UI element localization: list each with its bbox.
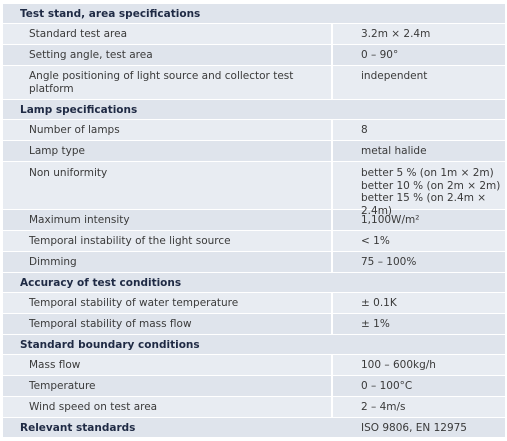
- value-line: better 5 % (on 1m × 2m): [361, 167, 494, 179]
- row-label: Temporal stability of water temperature: [3, 293, 333, 313]
- row-value: 100 – 600kg/h: [361, 359, 436, 371]
- row-value: 3.2m × 2.4m: [361, 28, 431, 40]
- row-label: Wind speed on test area: [3, 397, 333, 417]
- table-row: Angle positioning of light source and co…: [3, 66, 505, 100]
- row-label: Temporal stability of mass flow: [3, 314, 333, 334]
- section-header-boundary: Standard boundary conditions: [3, 335, 505, 355]
- table-row: Maximum intensity 1,100W/m²: [3, 210, 505, 231]
- row-label: Temporal instability of the light source: [3, 231, 333, 251]
- row-value: 0 – 100°C: [361, 380, 413, 392]
- row-label: Angle positioning of light source and co…: [3, 66, 333, 99]
- row-label: Temperature: [3, 376, 333, 396]
- value-line: better 15 % (on 2.4m × 2.4m): [361, 192, 487, 217]
- section-header-accuracy: Accuracy of test conditions: [3, 273, 505, 293]
- row-value: ± 1%: [361, 318, 390, 330]
- row-value: ± 0.1K: [361, 297, 397, 309]
- section-header-test-stand: Test stand, area specifications: [3, 4, 505, 24]
- row-label: Dimming: [3, 252, 333, 272]
- row-value: metal halide: [361, 145, 427, 157]
- row-value: < 1%: [361, 235, 390, 247]
- value-line: better 10 % (on 2m × 2m): [361, 179, 501, 192]
- row-value: 1,100W/m²: [361, 214, 420, 226]
- row-label: Setting angle, test area: [3, 45, 333, 65]
- table-row: Wind speed on test area 2 – 4m/s: [3, 397, 505, 418]
- row-label: Standard test area: [3, 24, 333, 44]
- table-row: Temporal instability of the light source…: [3, 231, 505, 252]
- row-label: Maximum intensity: [3, 210, 333, 230]
- table-row: Setting angle, test area 0 – 90°: [3, 45, 505, 66]
- table-row: Temporal stability of mass flow ± 1%: [3, 314, 505, 335]
- table-row: Number of lamps 8: [3, 120, 505, 141]
- row-value: 8: [361, 124, 368, 136]
- table-row: Mass flow 100 – 600kg/h: [3, 355, 505, 376]
- spec-table: Test stand, area specifications Standard…: [3, 4, 505, 438]
- section-title: Lamp specifications: [20, 104, 138, 116]
- table-row: Standard test area 3.2m × 2.4m: [3, 24, 505, 45]
- section-title: Standard boundary conditions: [20, 339, 200, 351]
- section-value: ISO 9806, EN 12975: [361, 422, 467, 434]
- table-row: Temperature 0 – 100°C: [3, 376, 505, 397]
- row-value: independent: [361, 70, 428, 82]
- section-title: Relevant standards: [20, 422, 136, 434]
- section-title: Accuracy of test conditions: [20, 277, 182, 289]
- row-value: 75 – 100%: [361, 256, 417, 268]
- row-label: Lamp type: [3, 141, 333, 161]
- row-value: 2 – 4m/s: [361, 401, 406, 413]
- row-label: Non uniformity: [3, 162, 333, 209]
- row-label: Mass flow: [3, 355, 333, 375]
- row-label: Number of lamps: [3, 120, 333, 140]
- section-header-lamp: Lamp specifications: [3, 100, 505, 120]
- section-title: Test stand, area specifications: [20, 8, 201, 20]
- row-value: 0 – 90°: [361, 49, 399, 61]
- row-value-multiline: better 5 % (on 1m × 2m) better 10 % (on …: [333, 162, 505, 220]
- table-row: Temporal stability of water temperature …: [3, 293, 505, 314]
- table-row: Lamp type metal halide: [3, 141, 505, 162]
- section-header-standards: Relevant standards ISO 9806, EN 12975: [3, 418, 505, 438]
- table-row: Non uniformity better 5 % (on 1m × 2m) b…: [3, 162, 505, 217]
- table-row: Dimming 75 – 100%: [3, 252, 505, 273]
